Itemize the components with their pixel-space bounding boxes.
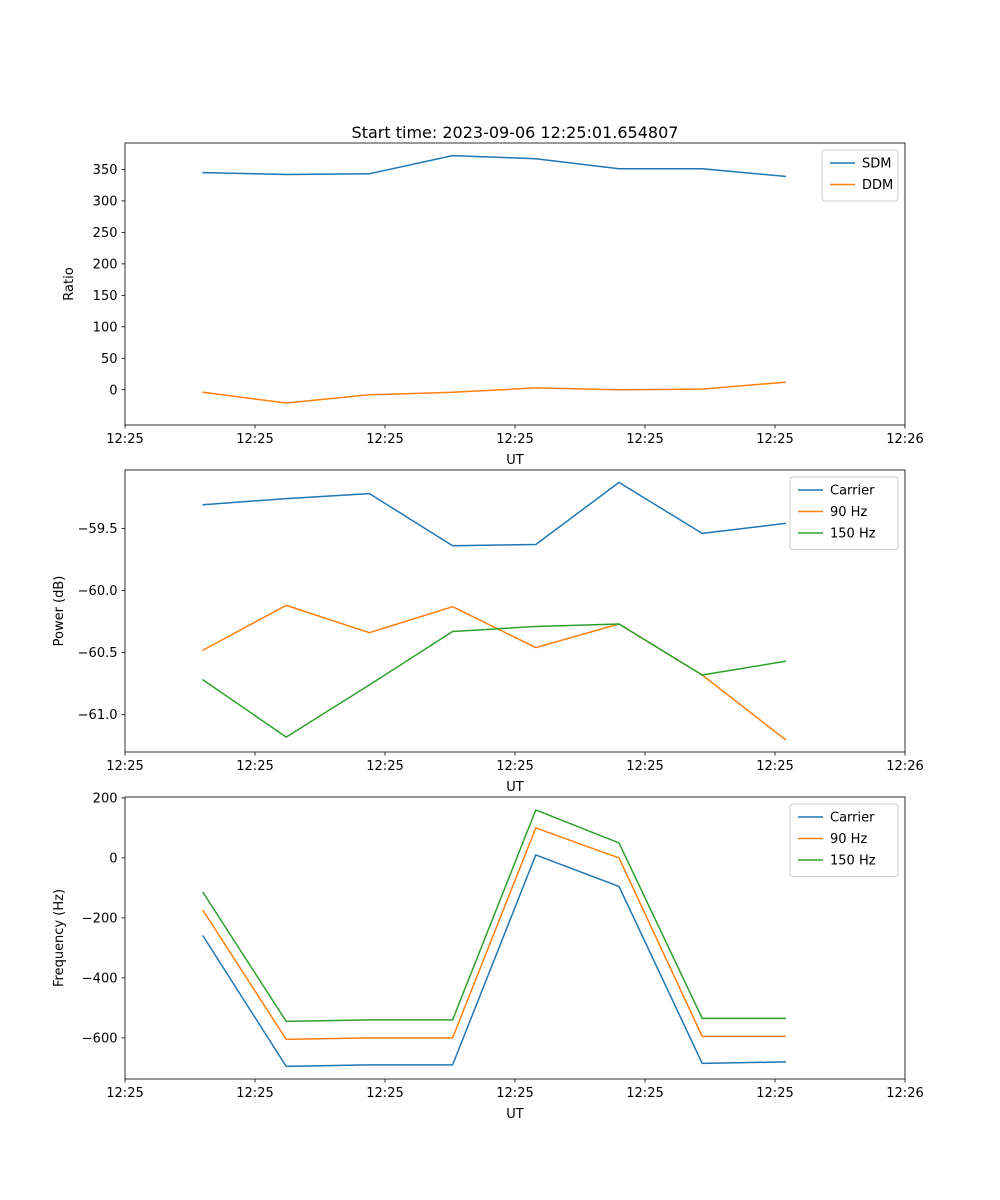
x-tick-label: 12:25 bbox=[106, 432, 143, 447]
legend-label: Carrier bbox=[830, 484, 875, 499]
y-tick-label: 200 bbox=[93, 791, 118, 806]
series-line-ddm bbox=[202, 381, 787, 404]
legend-label: DDM bbox=[862, 178, 893, 193]
x-tick-label: 12:25 bbox=[756, 1086, 793, 1101]
x-tick-label: 12:25 bbox=[366, 432, 403, 447]
legend: Carrier 90 Hz 150 Hz bbox=[789, 476, 899, 550]
x-tick-label: 12:25 bbox=[756, 432, 793, 447]
y-tick-label: 350 bbox=[93, 163, 118, 178]
y-tick-label: 50 bbox=[101, 352, 118, 367]
y-tick-label: −60.0 bbox=[78, 584, 118, 599]
legend-label: 90 Hz bbox=[830, 505, 867, 520]
x-axis-label: UT bbox=[506, 453, 524, 468]
series-line-carrier bbox=[202, 854, 787, 1068]
x-tick-label: 12:26 bbox=[886, 1086, 923, 1101]
y-tick-label: 100 bbox=[93, 320, 118, 335]
x-tick-label: 12:25 bbox=[626, 432, 663, 447]
y-tick-label: 150 bbox=[93, 289, 118, 304]
x-tick-label: 12:25 bbox=[236, 432, 273, 447]
x-tick-label: 12:25 bbox=[756, 759, 793, 774]
y-tick-label: 0 bbox=[109, 383, 117, 398]
series-line-sdm bbox=[202, 154, 787, 178]
y-tick-label: 200 bbox=[93, 257, 118, 272]
axes-spines bbox=[124, 142, 906, 426]
x-axis-label: UT bbox=[506, 780, 524, 795]
y-axis-label: Ratio bbox=[62, 267, 77, 300]
x-tick-label: 12:25 bbox=[496, 759, 533, 774]
x-tick-label: 12:25 bbox=[626, 759, 663, 774]
x-tick-label: 12:25 bbox=[366, 1086, 403, 1101]
x-tick-label: 12:25 bbox=[236, 1086, 273, 1101]
x-tick-label: 12:25 bbox=[106, 759, 143, 774]
legend-label: 90 Hz bbox=[830, 832, 867, 847]
axes-spines bbox=[124, 469, 906, 753]
legend-label: 150 Hz bbox=[830, 854, 876, 869]
legend-label: Carrier bbox=[830, 811, 875, 826]
legend-label: SDM bbox=[862, 157, 891, 172]
axes-spines bbox=[124, 796, 906, 1080]
x-tick-label: 12:25 bbox=[236, 759, 273, 774]
y-axis-label: Frequency (Hz) bbox=[52, 889, 67, 987]
y-tick-label: −200 bbox=[82, 911, 118, 926]
x-tick-label: 12:25 bbox=[496, 1086, 533, 1101]
legend-label: 150 Hz bbox=[830, 527, 876, 542]
series-line-90-hz bbox=[202, 827, 787, 1041]
y-tick-label: 300 bbox=[93, 194, 118, 209]
y-tick-label: −61.0 bbox=[78, 708, 118, 723]
y-axis-label: Power (dB) bbox=[52, 576, 67, 647]
series-line-150-hz bbox=[202, 809, 787, 1023]
legend-box bbox=[789, 803, 899, 877]
x-tick-label: 12:25 bbox=[366, 759, 403, 774]
x-tick-label: 12:25 bbox=[626, 1086, 663, 1101]
y-tick-label: −60.5 bbox=[78, 646, 118, 661]
x-axis-label: UT bbox=[506, 1107, 524, 1122]
legend-box bbox=[789, 476, 899, 550]
y-tick-label: −400 bbox=[82, 971, 118, 986]
y-tick-label: −59.5 bbox=[78, 522, 118, 537]
x-tick-label: 12:25 bbox=[496, 432, 533, 447]
x-tick-label: 12:26 bbox=[886, 432, 923, 447]
legend: SDM DDM bbox=[821, 149, 899, 202]
subplot-2: 12:25 12:25 12:25 12:25 12:25 12:25 12:26 −59.5… bbox=[52, 469, 924, 795]
y-tick-label: 250 bbox=[93, 226, 118, 241]
y-tick-label: −600 bbox=[82, 1031, 118, 1046]
legend: Carrier 90 Hz 150 Hz bbox=[789, 803, 899, 877]
x-tick-label: 12:25 bbox=[106, 1086, 143, 1101]
series-line-carrier bbox=[202, 481, 787, 547]
x-tick-label: 12:26 bbox=[886, 759, 923, 774]
figure-title: Start time: 2023-09-06 12:25:01.654807 bbox=[351, 123, 679, 142]
subplot-1: 12:25 12:25 12:25 12:25 12:25 12:25 12:26 0 50 10… bbox=[62, 142, 924, 468]
subplot-3: 12:25 12:25 12:25 12:25 12:25 12:25 12:26 200 0 −… bbox=[52, 791, 924, 1122]
y-tick-label: 0 bbox=[109, 851, 117, 866]
series-line-150-hz bbox=[202, 623, 787, 738]
